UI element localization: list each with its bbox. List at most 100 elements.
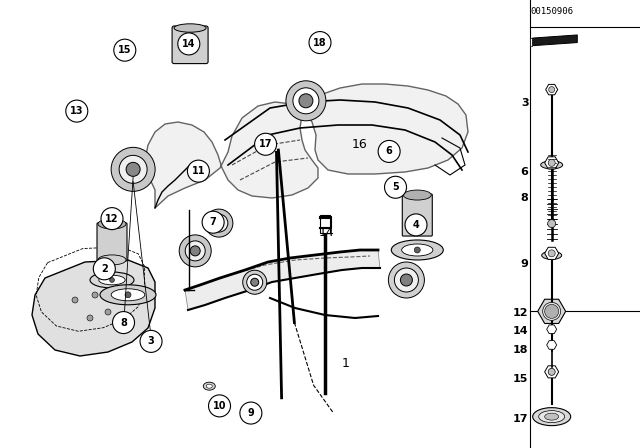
Text: 1: 1 — [342, 357, 349, 370]
Circle shape — [548, 250, 555, 257]
Text: 18: 18 — [313, 38, 327, 47]
Ellipse shape — [206, 384, 212, 388]
Text: 17: 17 — [259, 139, 273, 149]
Ellipse shape — [99, 275, 125, 285]
Text: 18: 18 — [513, 345, 529, 355]
Circle shape — [251, 278, 259, 286]
Text: 12: 12 — [513, 308, 529, 318]
Text: 6: 6 — [520, 168, 529, 177]
Text: 3: 3 — [521, 98, 529, 108]
Polygon shape — [32, 260, 155, 356]
Polygon shape — [531, 38, 532, 46]
Circle shape — [548, 159, 555, 166]
Ellipse shape — [98, 255, 126, 265]
Circle shape — [309, 31, 331, 54]
Circle shape — [188, 160, 209, 182]
Circle shape — [66, 100, 88, 122]
Circle shape — [101, 207, 123, 230]
Ellipse shape — [111, 289, 145, 301]
Circle shape — [286, 81, 326, 121]
Circle shape — [140, 330, 162, 353]
Text: 4: 4 — [413, 220, 419, 230]
Circle shape — [111, 147, 155, 191]
Circle shape — [548, 220, 556, 228]
Polygon shape — [185, 250, 380, 310]
Circle shape — [414, 247, 420, 253]
Ellipse shape — [402, 244, 433, 256]
Text: 17: 17 — [513, 414, 529, 424]
Text: 5: 5 — [392, 182, 399, 192]
Circle shape — [210, 214, 228, 232]
Ellipse shape — [541, 251, 562, 259]
Text: 14: 14 — [319, 226, 334, 240]
Circle shape — [545, 304, 559, 319]
FancyBboxPatch shape — [97, 223, 127, 261]
Circle shape — [548, 368, 555, 375]
Circle shape — [178, 33, 200, 55]
Ellipse shape — [532, 408, 571, 426]
Text: 8: 8 — [521, 194, 529, 203]
Text: 16: 16 — [352, 138, 367, 151]
Circle shape — [186, 41, 194, 49]
Circle shape — [243, 270, 267, 294]
Ellipse shape — [174, 24, 206, 32]
Ellipse shape — [100, 285, 156, 305]
Circle shape — [87, 315, 93, 321]
Text: 10: 10 — [212, 401, 227, 411]
Circle shape — [255, 133, 276, 155]
Circle shape — [401, 274, 412, 286]
Circle shape — [105, 309, 111, 315]
Ellipse shape — [204, 382, 215, 390]
Text: 15: 15 — [513, 374, 529, 383]
Circle shape — [113, 311, 134, 334]
Circle shape — [202, 211, 224, 233]
Circle shape — [385, 176, 406, 198]
FancyBboxPatch shape — [172, 26, 208, 64]
Text: 2: 2 — [101, 264, 108, 274]
FancyBboxPatch shape — [320, 215, 330, 233]
Circle shape — [185, 241, 205, 261]
Circle shape — [126, 162, 140, 177]
Circle shape — [205, 209, 233, 237]
Circle shape — [240, 402, 262, 424]
Text: 14: 14 — [513, 326, 529, 336]
Text: 3: 3 — [148, 336, 154, 346]
Circle shape — [378, 140, 400, 163]
Ellipse shape — [391, 240, 444, 260]
Text: 15: 15 — [118, 45, 132, 55]
Polygon shape — [145, 84, 468, 208]
Circle shape — [299, 94, 313, 108]
Circle shape — [405, 214, 427, 236]
Ellipse shape — [545, 413, 559, 420]
Circle shape — [209, 395, 230, 417]
Ellipse shape — [541, 161, 563, 169]
Circle shape — [179, 235, 211, 267]
Polygon shape — [532, 35, 577, 46]
Text: 00150906: 00150906 — [530, 7, 573, 16]
Circle shape — [114, 39, 136, 61]
Circle shape — [92, 292, 98, 298]
Text: 9: 9 — [520, 259, 529, 269]
Circle shape — [72, 297, 78, 303]
Ellipse shape — [90, 272, 134, 288]
Circle shape — [247, 274, 263, 290]
Text: 8: 8 — [120, 318, 127, 327]
Circle shape — [548, 86, 555, 93]
Ellipse shape — [182, 40, 198, 50]
Text: 14: 14 — [182, 39, 196, 49]
Ellipse shape — [403, 190, 431, 200]
Text: 6: 6 — [386, 146, 392, 156]
Text: 9: 9 — [248, 408, 254, 418]
Ellipse shape — [543, 302, 561, 320]
Circle shape — [93, 258, 115, 280]
Circle shape — [394, 268, 419, 292]
Circle shape — [293, 88, 319, 114]
FancyBboxPatch shape — [403, 194, 432, 236]
Text: 11: 11 — [191, 166, 205, 176]
Text: 12: 12 — [105, 214, 119, 224]
Text: 13: 13 — [70, 106, 84, 116]
Circle shape — [190, 246, 200, 256]
Circle shape — [119, 155, 147, 183]
Circle shape — [388, 262, 424, 298]
Text: 7: 7 — [210, 217, 216, 227]
